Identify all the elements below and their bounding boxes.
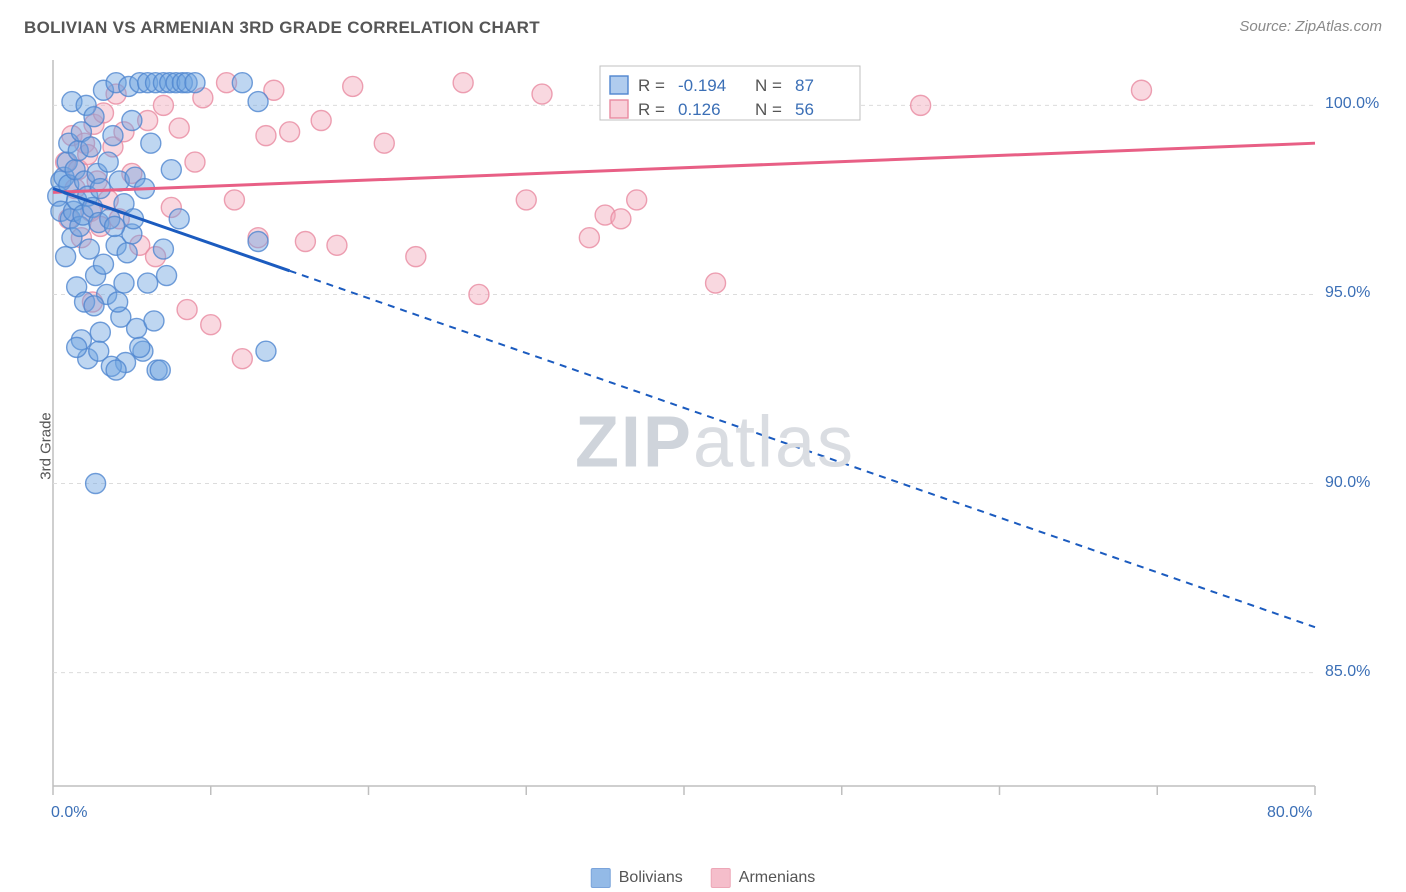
- bottom-legend: Bolivians Armenians: [591, 868, 816, 888]
- svg-text:N =: N =: [755, 76, 782, 95]
- svg-text:N =: N =: [755, 100, 782, 119]
- y-tick-label: 95.0%: [1325, 284, 1370, 302]
- legend-swatch-armenians: [711, 868, 731, 888]
- source-name: ZipAtlas.com: [1295, 18, 1382, 35]
- x-tick-label: 0.0%: [51, 804, 87, 822]
- chart-area: R =-0.194N =87R =0.126N =56 ZIPatlas 85.…: [45, 56, 1385, 826]
- svg-text:56: 56: [795, 100, 814, 119]
- svg-text:-0.194: -0.194: [678, 76, 726, 95]
- source-attribution: Source: ZipAtlas.com: [1239, 18, 1382, 35]
- y-tick-label: 100.0%: [1325, 95, 1379, 113]
- x-tick-label: 80.0%: [1267, 804, 1312, 822]
- svg-text:87: 87: [795, 76, 814, 95]
- legend-item-armenians: Armenians: [711, 868, 815, 888]
- svg-text:R =: R =: [638, 76, 665, 95]
- chart-title: BOLIVIAN VS ARMENIAN 3RD GRADE CORRELATI…: [24, 18, 540, 37]
- legend-label-armenians: Armenians: [739, 869, 815, 886]
- y-tick-label: 90.0%: [1325, 474, 1370, 492]
- svg-text:0.126: 0.126: [678, 100, 721, 119]
- legend-swatch-bolivians: [591, 868, 611, 888]
- source-prefix: Source:: [1239, 18, 1295, 35]
- scatter-plot: R = -0.194 N = 87 R = 0.126 N = 56: [45, 56, 1385, 826]
- y-tick-label: 85.0%: [1325, 663, 1370, 681]
- svg-text:R =: R =: [638, 100, 665, 119]
- legend-label-bolivians: Bolivians: [619, 869, 683, 886]
- legend-item-bolivians: Bolivians: [591, 868, 683, 888]
